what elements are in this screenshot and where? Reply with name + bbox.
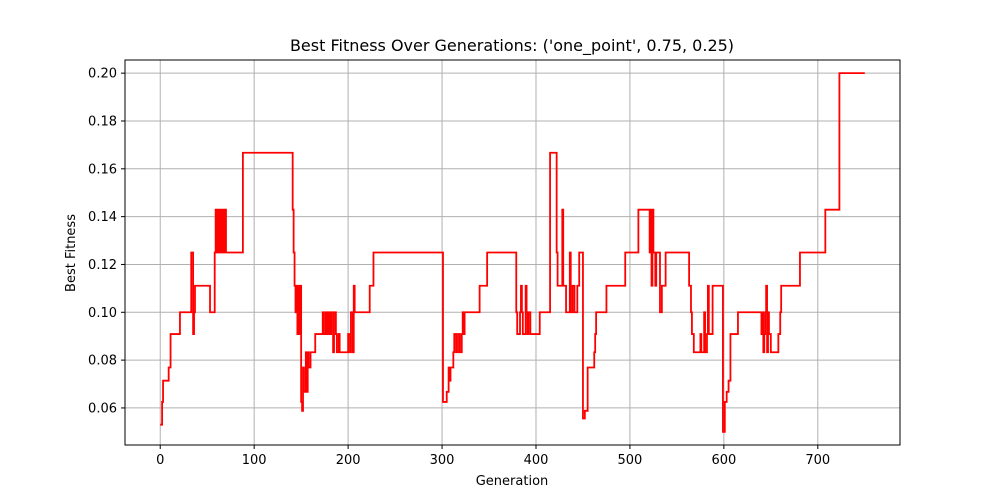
series-layer (160, 72, 865, 433)
y-tick-label: 0.14 (88, 210, 117, 225)
chart-title: Best Fitness Over Generations: ('one_poi… (290, 36, 734, 56)
plot-frame (124, 59, 901, 446)
x-tick-label: 500 (618, 453, 643, 468)
y-tick-label: 0.10 (88, 306, 117, 321)
y-tick-label: 0.06 (88, 401, 117, 416)
y-tick-label: 0.16 (88, 162, 117, 177)
y-tick-label: 0.20 (88, 67, 117, 82)
x-tick-label: 700 (805, 453, 830, 468)
y-tick-label: 0.18 (88, 114, 117, 129)
x-tick-label: 600 (711, 453, 736, 468)
x-axis-title: Generation (476, 474, 549, 489)
x-tick-label: 100 (242, 453, 267, 468)
y-axis-title: Best Fitness (64, 214, 79, 292)
y-tick-label: 0.12 (88, 258, 117, 273)
y-tick-label: 0.08 (88, 354, 117, 369)
x-tick-label: 0 (156, 453, 164, 468)
x-tick-label: 200 (336, 453, 361, 468)
x-tick-label: 300 (430, 453, 455, 468)
series-line (160, 72, 865, 433)
axis-ticks: 0 100 200 300 400 500 600 700 0.06 0.08 0.10 0.12 0.… (88, 67, 830, 468)
x-tick-label: 400 (524, 453, 549, 468)
